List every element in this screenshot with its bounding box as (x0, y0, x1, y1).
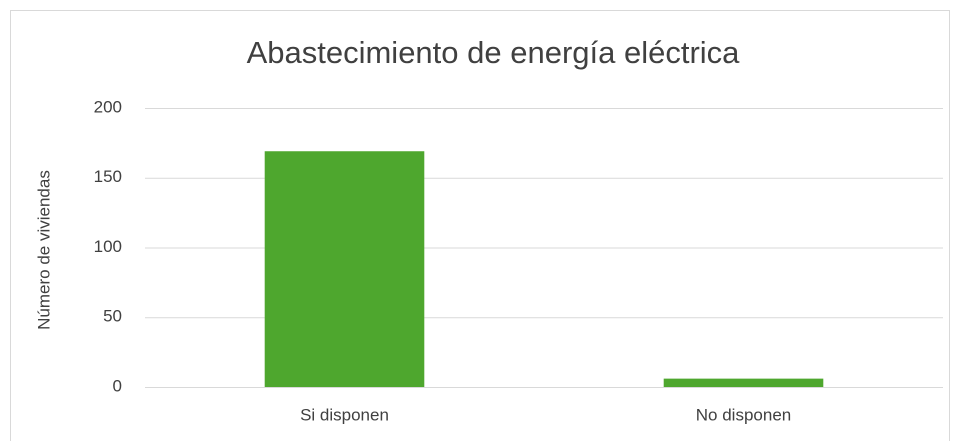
chart-title: Abastecimiento de energía eléctrica (247, 35, 741, 70)
y-tick-label: 150 (94, 167, 122, 186)
y-tick-label: 50 (103, 307, 122, 326)
y-tick-label: 200 (94, 97, 122, 116)
bar (264, 151, 425, 387)
y-tick-label: 100 (94, 237, 122, 256)
x-tick-label: No disponen (696, 405, 791, 424)
bar (663, 378, 824, 387)
y-tick-label: 0 (113, 376, 122, 395)
x-tick-label: Si disponen (300, 405, 389, 424)
chart-frame (10, 10, 950, 441)
y-axis-label: Número de viviendas (34, 170, 53, 330)
